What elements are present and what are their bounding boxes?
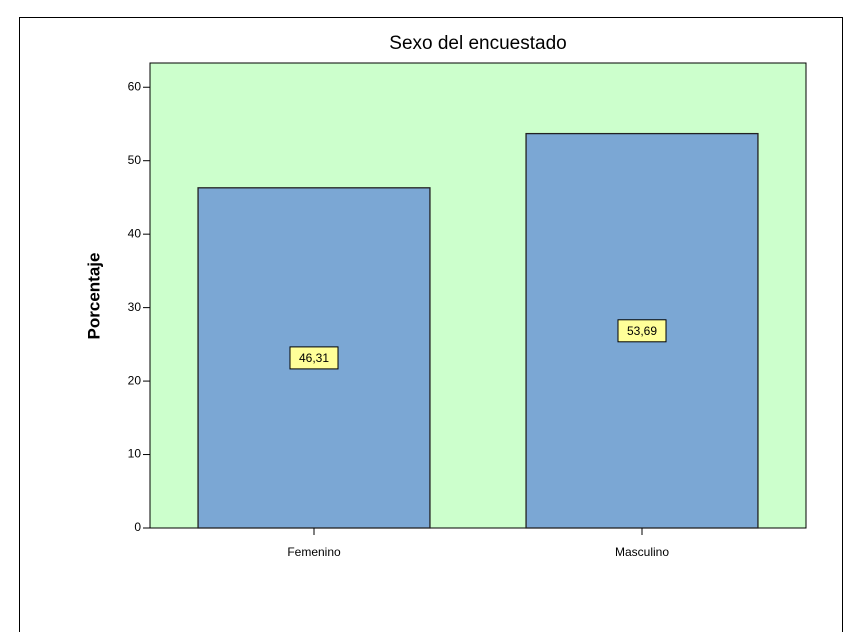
- y-axis-label: Porcentaje: [84, 253, 103, 340]
- y-tick-label: 30: [128, 300, 142, 314]
- value-label: 53,69: [627, 324, 657, 338]
- y-tick-label: 10: [128, 447, 142, 461]
- y-tick-label: 50: [128, 153, 142, 167]
- x-tick-label: Femenino: [287, 545, 341, 559]
- label-box: [617, 319, 667, 343]
- value-label: 46,31: [299, 351, 329, 365]
- chart-title: Sexo del encuestado: [389, 33, 566, 54]
- y-tick-label: 40: [128, 226, 142, 240]
- x-tick-label: Masculino: [615, 545, 669, 559]
- label-box: [289, 346, 339, 370]
- y-tick-label: 60: [128, 79, 142, 93]
- y-tick-label: 0: [134, 520, 141, 534]
- y-tick-label: 20: [128, 373, 142, 387]
